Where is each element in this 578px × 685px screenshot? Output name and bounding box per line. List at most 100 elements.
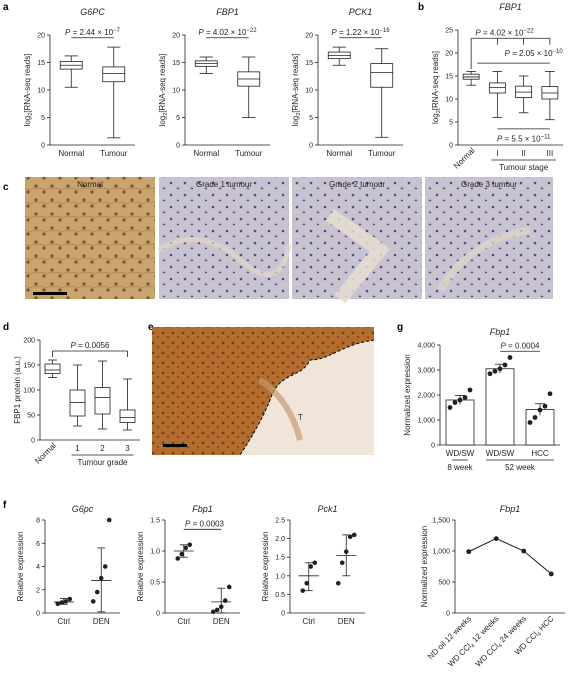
bar [445,399,475,446]
y-tick-label: 1.5 [275,555,285,562]
y-axis-label: log2[RNA-seq reads] [23,54,34,127]
data-point [55,601,61,606]
series-line [468,538,552,575]
chart-title: FBP1 [499,2,522,12]
chart-d-fbp1-protein: 0 50 100 150 200 Normal 1 2 3 FBP1 protein (a.u.)… [13,338,140,467]
x-axis-label: Tumour stage [499,163,549,172]
bar [525,409,555,446]
x-category-label: Tumour [368,149,396,158]
y-tick-label: 2 [36,587,40,594]
data-point [542,403,548,409]
panel-label-d: d [3,322,9,333]
x-category-label: Normal [193,149,219,158]
box-body [102,66,126,83]
data-point [521,548,527,554]
panel-label-a: a [3,2,9,13]
p-value-annotation: P = 4.02 × 10−22 [198,28,257,37]
y-tick-label: 0 [36,611,40,618]
x-category-label: DEN [213,617,230,626]
chart-f-fbp1: 0 0.5 1.0 1.5 Ctrl DEN Fbp1 Relative expression… [136,504,240,626]
panel-label-g: g [397,322,403,333]
y-tick-label: 5 [449,120,453,127]
x-category-label: WD/SW [446,449,475,458]
y-tick-label: 10 [37,88,45,95]
data-point [222,598,228,603]
y-axis-label: log2[RNA-seq reads] [431,51,442,124]
y-tick-label: 2,000 [417,393,435,400]
y-tick-label: 10 [445,97,453,104]
data-point [527,420,533,425]
y-tick-label: 0 [31,438,35,445]
data-point [300,588,306,593]
group-label: 8 week [447,463,473,472]
data-point [102,564,108,569]
panel-label-f: f [3,500,7,511]
scale-bar [33,292,67,295]
y-tick-label: 5 [176,115,180,122]
p-value-annotation: P = 0.0004 [501,341,540,350]
p-value-annotation: P = 0.0056 [71,341,110,350]
y-tick-label: 10 [305,88,313,95]
x-category-label: 3 [125,444,130,453]
y-tick-label: 50 [27,413,35,420]
histology-title-grade1: Grade 1 tumour [196,180,252,189]
y-axis-label: Normalized expression [403,354,412,435]
box-body [488,82,506,94]
data-point [343,549,349,554]
chart-a-fbp1: 0 5 10 15 20 Normal Tumour FBP1 log2[RNA-seq rea… [158,7,270,158]
chart-title: PCK1 [349,7,373,17]
data-point [457,397,463,403]
data-point [226,584,232,590]
data-point [183,545,189,551]
y-tick-label: 0 [156,611,160,618]
y-tick-label: 5 [41,115,45,122]
data-point [466,549,472,555]
x-category-label: Ctrl [178,617,191,626]
panel-label-b: b [418,2,424,13]
y-tick-label: 1,500 [432,518,450,525]
y-tick-label: 2.5 [275,518,285,525]
histology-grade3: Grade 3 tumour [425,177,553,299]
y-tick-label: 0 [449,143,453,150]
y-tick-label: 5 [309,115,313,122]
box-body [94,387,111,415]
data-point [179,551,185,557]
data-point [308,564,314,569]
chart-a-g6pc: 0 5 10 15 20 Normal Tumour G6PC log2[RNA-seq rea… [23,7,135,158]
data-point [502,362,508,368]
p-value-annotation: P = 2.05 × 10−10 [505,49,564,58]
scale-bar-e [163,444,187,447]
y-tick-label: 150 [23,363,35,370]
y-tick-label: 4,000 [417,343,435,350]
tumour-label-t: T [298,413,303,422]
y-tick-label: 15 [172,60,180,67]
chart-title: Fbp1 [500,504,521,514]
chart-title: Pck1 [317,504,337,514]
y-tick-label: 0 [281,611,285,618]
y-tick-label: 15 [305,60,313,67]
data-point [94,589,100,595]
histology-normal: Normal [25,177,155,299]
chart-title: FBP1 [216,7,239,17]
data-point [487,371,493,377]
y-axis-label: Relative expression [136,532,145,602]
x-category-label: Tumour [100,149,128,158]
p-value-annotation: P = 0.0003 [185,519,224,528]
x-category-label: DEN [93,617,110,626]
histology-title-grade2: Grade 2 tumour [329,180,385,189]
data-point [187,542,193,548]
box-body [44,363,61,374]
data-point [67,596,73,602]
y-tick-label: 1.0 [275,573,285,580]
x-category-label: Normal [33,441,58,466]
bar [485,368,515,446]
y-tick-label: 6 [36,541,40,548]
chart-title: Fbp1 [490,327,511,337]
histology-e: T [152,327,375,456]
x-category-label: Ctrl [303,617,316,626]
data-point [493,536,499,541]
chart-a-pck1: 0 5 10 15 20 Normal Tumour PCK1 log2[RNA-seq rea… [291,7,403,158]
histology-title-grade3: Grade 3 tumour [461,180,517,189]
y-tick-label: 1,000 [432,549,450,556]
